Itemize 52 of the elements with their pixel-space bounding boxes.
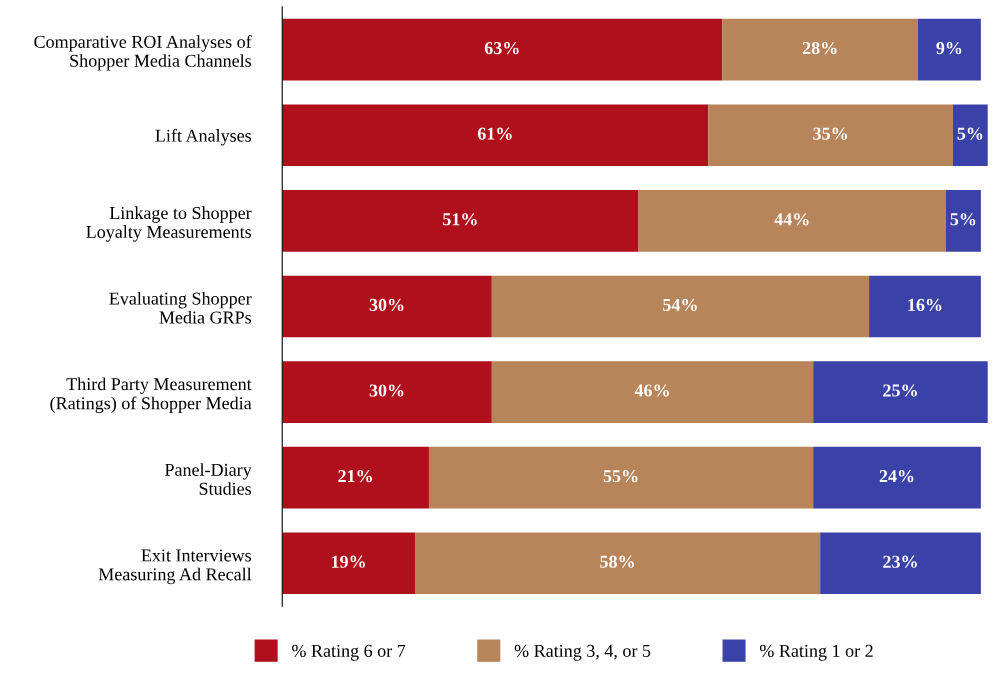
bar [813,446,981,509]
data-label: 5% [950,213,976,226]
y-tick-label: Evaluating Shopper Media GRPs [109,291,252,324]
data-label: 58% [600,555,634,568]
bar [952,104,988,167]
data-label: 30% [369,298,404,312]
bar [282,18,723,81]
data-label: 16% [908,298,942,312]
data-label: 21% [338,470,372,483]
legend-label: % Rating 1 or 2 [759,644,873,661]
bar [282,190,639,252]
data-label: 63% [484,41,519,55]
legend-label: % Rating 6 or 7 [292,644,406,661]
bar [414,532,821,595]
data-label: 54% [663,298,697,312]
data-label: 61% [477,127,512,140]
bar [722,18,918,81]
data-label: 25% [883,384,917,397]
data-label: 23% [883,555,917,568]
y-tick-label: Lift Analyses [155,128,252,146]
data-label: 51% [443,213,477,226]
y-tick-label: Exit Interviews Measuring Ad Recall [98,549,252,585]
bar [491,361,814,423]
bar [917,18,981,81]
data-label: 55% [603,470,638,483]
bar [813,361,988,423]
bar [282,104,709,167]
bar [428,446,814,509]
y-tick-label: Comparative ROI Analyses of Shopper Media Channels [34,35,252,71]
data-label: 19% [332,555,365,568]
data-label: 28% [802,41,837,55]
bar [282,446,429,509]
data-label: 9% [936,41,962,55]
bar [282,275,492,338]
legend-label: % Rating 3, 4, or 5 [514,644,651,661]
data-label: 44% [774,213,809,226]
data-label: 35% [813,127,848,140]
y-tick-label: Linkage to Shopper Loyalty Measurements [86,206,252,242]
bar [282,532,415,595]
bar [945,190,981,252]
bar [869,275,981,338]
bar [820,532,981,595]
bar [491,275,870,338]
y-tick-label: Panel-Diary Studies [164,463,252,495]
bar [638,190,946,252]
y-tick-label: Third Party Measurement (Ratings) of Shopper Media [50,377,252,414]
bar [708,104,953,167]
data-label: 5% [957,127,983,140]
data-label: 46% [634,384,669,397]
data-label: 30% [369,384,404,397]
data-label: 24% [879,470,914,483]
bar [282,361,492,423]
